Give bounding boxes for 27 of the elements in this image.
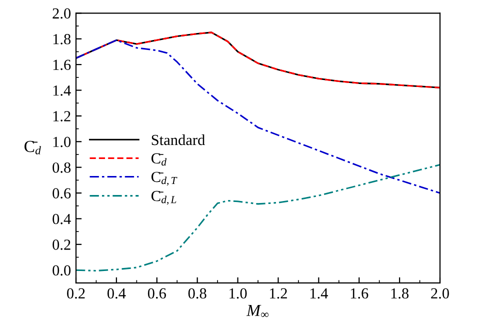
y-axis-title: C̄$_{d}$ — [24, 140, 41, 154]
y-tick-label: 0.0 — [52, 265, 71, 276]
y-tick-label: 1.2 — [53, 111, 70, 122]
y-tick-label: 1.8 — [53, 34, 71, 44]
y-tick-label: 1.0 — [53, 136, 71, 148]
legend-label: C̄$_{d,L}$ — [151, 190, 176, 205]
x-tick-label: 0.2 — [67, 288, 85, 299]
x-tick-label: 0.4 — [107, 288, 126, 299]
y-tick-label: 1.6 — [53, 60, 71, 70]
y-tick-label: 0.8 — [52, 162, 71, 173]
legend-label: C̄$_{d,T}$ — [151, 172, 178, 186]
x-tick-label: 0.8 — [188, 288, 206, 299]
y-tick-label: 1.4 — [53, 85, 71, 96]
y-tick-label: 0.4 — [52, 214, 71, 224]
y-tick-label: 0.6 — [52, 188, 71, 199]
x-tick-label: 2.0 — [431, 288, 449, 299]
x-tick-label: 1.4 — [310, 288, 328, 299]
y-tick-label: 0.2 — [52, 240, 70, 250]
x-tick-label: 0.6 — [148, 288, 166, 299]
legend-label: C̄$_{d}$ — [151, 153, 167, 166]
x-tick-label: 1.0 — [230, 288, 247, 299]
x-tick-label: 1.8 — [391, 288, 409, 299]
x-axis-title: M$_{∞}$ — [246, 305, 268, 318]
legend-label: Standard — [152, 134, 205, 146]
x-tick-label: 1.6 — [350, 288, 368, 299]
x-tick-label: 1.2 — [270, 288, 287, 299]
y-tick-label: 2.0 — [52, 8, 71, 19]
